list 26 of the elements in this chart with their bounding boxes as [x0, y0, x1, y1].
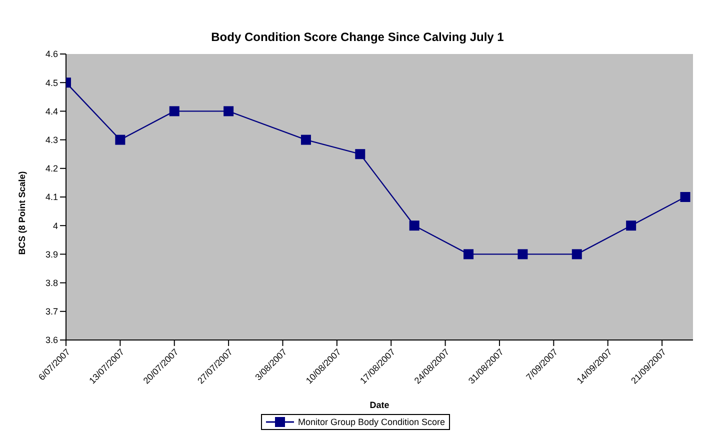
y-tick-label: 4.1: [45, 192, 58, 202]
y-tick-label: 3.9: [45, 249, 58, 260]
chart-title: Body Condition Score Change Since Calving July 1: [210, 29, 505, 46]
y-tick-label: 3.8: [45, 278, 58, 288]
y-tick-label: 4.4: [45, 106, 58, 116]
point: [464, 249, 474, 260]
y-tick-label: 4: [52, 220, 58, 231]
point: [115, 134, 126, 145]
x-axis-title: Date: [370, 400, 390, 410]
y-tick-label: 4.2: [45, 164, 58, 174]
point: [355, 149, 366, 160]
legend-label: Monitor Group Body Condition Score: [298, 417, 446, 427]
point: [409, 220, 420, 231]
y-tick-label: 3.7: [45, 306, 58, 317]
y-tick-label: 4.5: [45, 78, 58, 88]
y-tick-label: 4.3: [45, 134, 58, 145]
point: [169, 106, 180, 116]
y-tick-label: 3.6: [45, 335, 58, 346]
point: [224, 106, 234, 116]
point: [626, 220, 636, 231]
point: [680, 192, 690, 202]
point: [572, 249, 582, 260]
y-tick-label: 4.6: [45, 49, 58, 60]
point: [300, 134, 311, 145]
point: [518, 249, 528, 260]
y-axis-title: BCS (8 Point Scale): [17, 171, 27, 255]
